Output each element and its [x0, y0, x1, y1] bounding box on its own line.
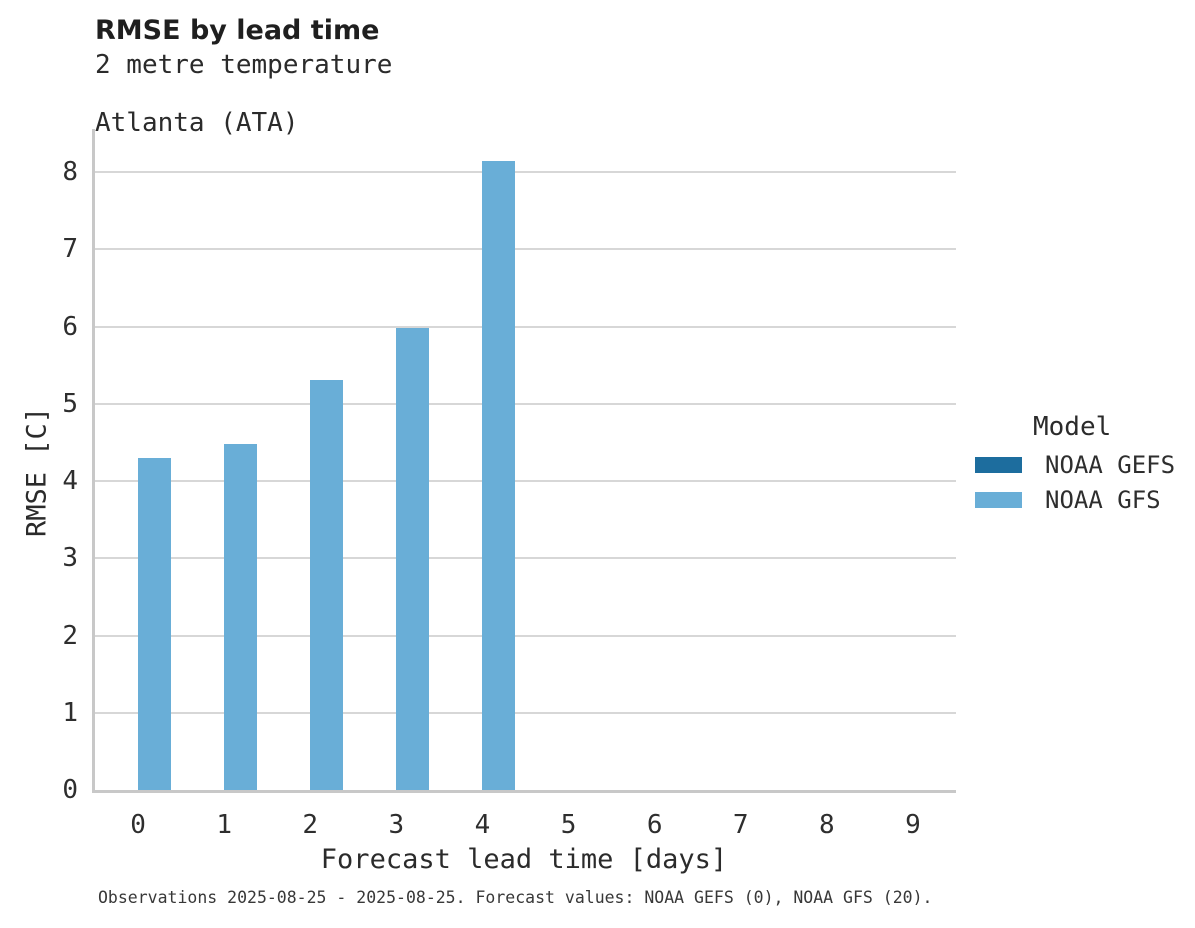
x-tick-label: 0 — [130, 810, 146, 840]
x-axis-label: Forecast lead time [days] — [320, 844, 728, 875]
y-tick-label: 1 — [62, 697, 78, 728]
legend: Model NOAA GEFS NOAA GFS — [975, 412, 1190, 514]
gridline — [95, 248, 956, 251]
legend-item: NOAA GFS — [975, 486, 1190, 514]
x-tick-label: 6 — [646, 810, 663, 840]
y-tick-label: 6 — [62, 311, 78, 342]
legend-label: NOAA GFS — [1045, 486, 1161, 514]
chart-title: RMSE by lead time — [95, 15, 380, 46]
gridline — [95, 711, 956, 714]
bar-noaa-gfs-lead-0 — [138, 458, 172, 790]
x-tick-label: 8 — [819, 810, 835, 840]
legend-item: NOAA GEFS — [975, 451, 1190, 479]
chart-subtitle: 2 metre temperature Atlanta (ATA) — [95, 51, 392, 138]
plot-area — [92, 129, 956, 793]
bar-noaa-gfs-lead-4 — [482, 161, 516, 790]
footnote-caption: Observations 2025-08-25 - 2025-08-25. Fo… — [98, 888, 933, 907]
gridline — [95, 557, 956, 560]
y-tick-label: 8 — [62, 157, 78, 188]
y-tick-label: 3 — [62, 543, 78, 574]
y-tick-label: 4 — [62, 466, 78, 497]
gridline — [95, 325, 956, 328]
x-tick-label: 3 — [388, 810, 405, 840]
bar-noaa-gfs-lead-2 — [310, 380, 344, 790]
x-tick-label: 4 — [474, 810, 491, 840]
legend-swatch-noaa-gfs — [975, 492, 1022, 508]
x-tick-label: 1 — [216, 810, 232, 840]
y-tick-label: 0 — [62, 775, 78, 805]
gridline — [95, 480, 956, 483]
x-tick-label: 7 — [732, 810, 749, 840]
gridline — [95, 171, 956, 174]
y-tick-label: 2 — [62, 620, 78, 651]
bar-noaa-gfs-lead-3 — [396, 327, 430, 790]
legend-swatch-noaa-gefs — [975, 457, 1022, 473]
gridline — [95, 634, 956, 637]
subtitle-line-2: Atlanta (ATA) — [95, 108, 299, 138]
x-tick-label: 9 — [905, 810, 921, 840]
bar-noaa-gfs-lead-1 — [224, 444, 258, 790]
x-tick-label: 2 — [302, 810, 319, 840]
x-tick-label: 5 — [560, 810, 577, 840]
legend-label: NOAA GEFS — [1045, 451, 1176, 479]
gridline — [95, 402, 956, 405]
y-tick-label: 5 — [62, 388, 78, 419]
legend-title: Model — [1033, 412, 1112, 442]
y-tick-label: 7 — [62, 234, 78, 265]
subtitle-line-1: 2 metre temperature — [95, 50, 393, 80]
